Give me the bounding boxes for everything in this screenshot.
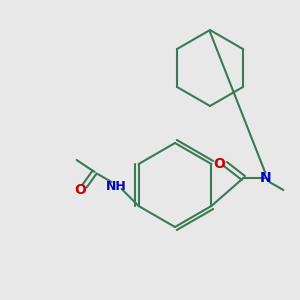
Text: O: O — [213, 157, 225, 171]
Text: O: O — [75, 183, 87, 197]
Text: NH: NH — [106, 179, 127, 193]
Text: N: N — [260, 171, 271, 185]
